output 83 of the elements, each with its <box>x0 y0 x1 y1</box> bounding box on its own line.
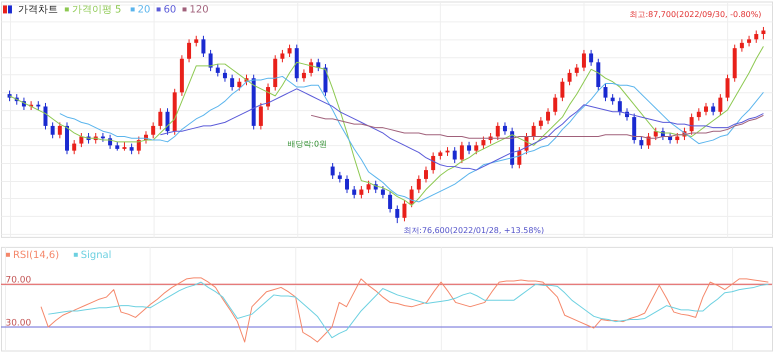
candlestick <box>352 186 356 199</box>
candlestick <box>416 174 421 194</box>
text: 최고:87,700(2022/09/30, -0.80%) <box>629 10 762 19</box>
candlestick <box>632 113 636 144</box>
y-tick-label: 30.00 <box>5 318 32 329</box>
candlestick <box>79 132 84 148</box>
candlestick <box>388 190 392 214</box>
candlestick <box>675 132 680 144</box>
candlestick <box>560 78 564 102</box>
candlestick <box>496 122 500 141</box>
candlestick <box>538 116 543 130</box>
candlestick <box>481 136 486 150</box>
candlestick <box>222 68 227 82</box>
candlestick <box>201 35 206 58</box>
candlestick <box>216 64 220 77</box>
candlestick <box>345 174 350 194</box>
candlestick <box>402 200 406 222</box>
candlestick <box>546 108 550 125</box>
candlestick <box>130 143 134 155</box>
candlestick <box>166 108 170 136</box>
candlestick <box>553 94 558 116</box>
annotation: 배당락:0원 <box>287 140 328 149</box>
candlestick <box>359 186 364 199</box>
candlestick <box>194 35 198 47</box>
y-tick-label: 70.00 <box>5 276 32 286</box>
candlestick <box>726 74 730 102</box>
candlestick <box>58 122 62 139</box>
candlestick <box>258 102 263 130</box>
candlestick <box>704 102 708 116</box>
candlestick <box>502 122 507 136</box>
text: 최저:76,600(2022/01/28, +13.58%) <box>403 226 544 236</box>
legend-label: RSI(14,6) <box>12 250 60 261</box>
candlestick <box>696 108 701 122</box>
legend-label: 60 <box>164 4 176 16</box>
legend-label: 가격차트 <box>18 4 58 16</box>
candlestick <box>718 94 722 116</box>
candlestick <box>740 38 744 52</box>
candlestick <box>187 38 192 63</box>
candlestick <box>366 180 371 194</box>
candlestick <box>50 122 55 139</box>
candlestick <box>330 162 335 180</box>
candlestick <box>460 141 464 164</box>
candlestick <box>158 108 162 130</box>
candlestick <box>754 30 758 44</box>
legend-label: 20 <box>138 4 150 16</box>
candlestick <box>288 44 292 58</box>
candlestick <box>395 204 400 224</box>
candlestick <box>424 166 428 183</box>
candlestick <box>474 141 478 155</box>
candlestick <box>568 68 572 86</box>
candlestick <box>646 132 651 150</box>
candlestick <box>280 49 284 63</box>
candlestick <box>711 102 716 116</box>
candlestick <box>610 94 615 106</box>
candlestick <box>532 122 536 141</box>
candlestick <box>761 26 766 40</box>
candlestick <box>151 122 156 139</box>
candlestick <box>410 186 414 208</box>
candlestick <box>230 74 234 92</box>
candlestick <box>589 49 594 66</box>
candlestick <box>690 113 694 136</box>
candlestick <box>582 49 586 72</box>
candlestick <box>431 152 436 174</box>
candlestick <box>574 64 579 77</box>
candlestick <box>136 136 141 155</box>
legend-label: 120 <box>190 4 209 16</box>
candlestick <box>654 127 658 141</box>
candlestick <box>639 136 644 150</box>
candlestick <box>237 78 242 92</box>
candlestick <box>302 68 306 82</box>
candlestick <box>618 97 622 116</box>
candlestick <box>380 186 385 199</box>
candlestick <box>603 83 608 102</box>
candlestick <box>43 102 48 130</box>
candlestick <box>72 140 76 155</box>
candlestick <box>747 35 752 47</box>
candlestick <box>452 146 457 164</box>
candlestick <box>467 141 472 155</box>
candlestick <box>208 49 213 72</box>
legend-label: 가격이평 5 <box>72 4 122 16</box>
legend-label: Signal <box>80 250 112 261</box>
candlestick <box>338 171 342 183</box>
candlestick <box>517 146 522 169</box>
